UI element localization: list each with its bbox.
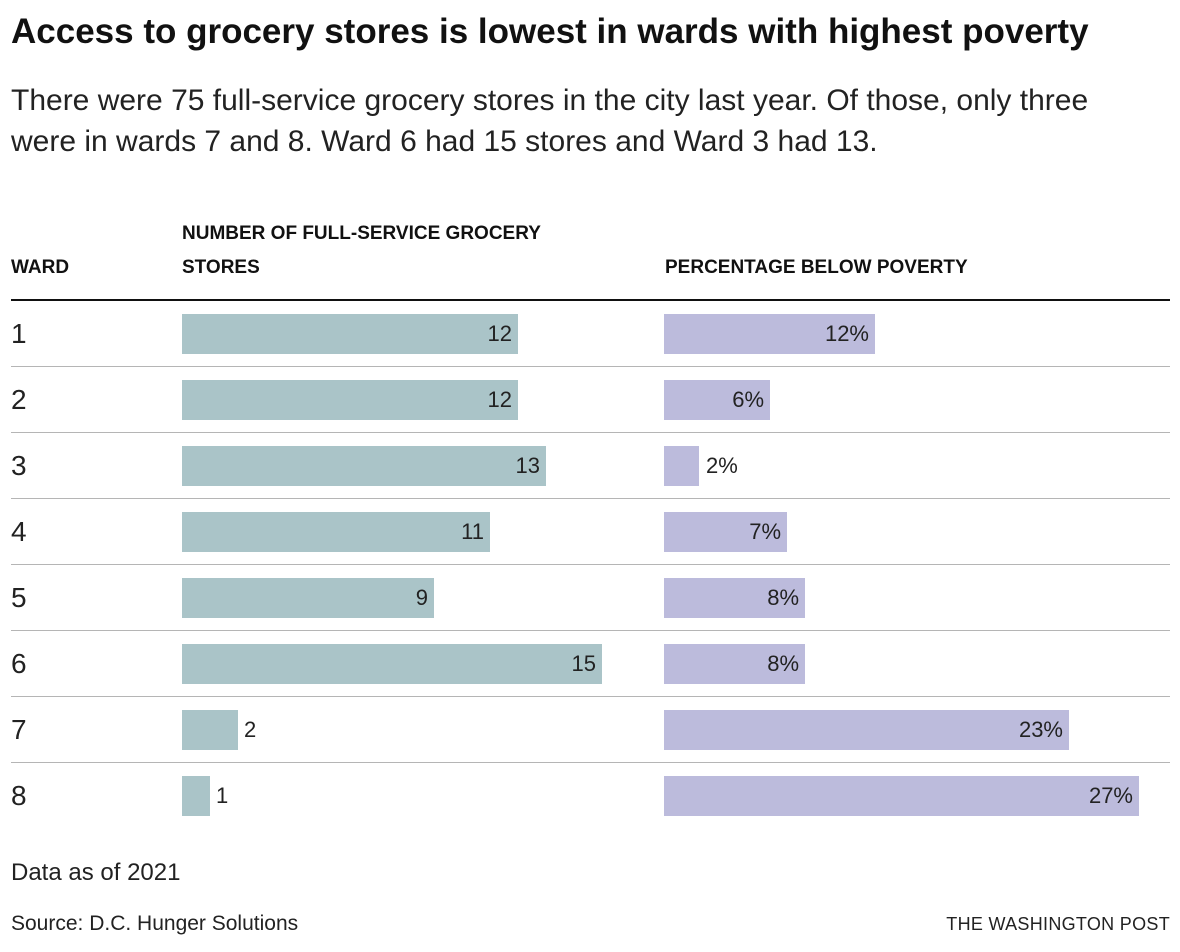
ward-label: 1 <box>11 318 27 349</box>
table-row: 5 9 8% <box>11 565 1170 631</box>
row-divider <box>11 696 1170 697</box>
header-rule <box>11 299 1170 301</box>
stores-value-label: 9 <box>415 585 428 610</box>
table-row: 6 15 8% <box>11 631 1170 697</box>
ward-label: 5 <box>11 582 27 613</box>
column-header-ward: WARD <box>11 257 70 278</box>
stores-bar <box>182 776 210 816</box>
row-divider <box>11 498 1170 499</box>
stores-bar <box>182 578 434 618</box>
stores-bar <box>182 710 238 750</box>
table-row: 8 1 27% <box>11 763 1170 829</box>
ward-label: 7 <box>11 714 27 745</box>
row-divider <box>11 366 1170 367</box>
ward-label: 2 <box>11 384 27 415</box>
ward-label: 6 <box>11 648 27 679</box>
table-row: 2 12 6% <box>11 367 1170 433</box>
poverty-value-label: 8% <box>767 651 799 676</box>
poverty-bar <box>664 512 787 552</box>
poverty-bar <box>664 578 805 618</box>
table-row: 4 11 7% <box>11 499 1170 565</box>
stores-value-label: 2 <box>244 717 257 742</box>
row-divider <box>11 564 1170 565</box>
column-header-poverty: PERCENTAGE BELOW POVERTY <box>665 257 968 278</box>
stores-value-label: 15 <box>571 651 596 676</box>
poverty-bar <box>664 710 1069 750</box>
stores-bar <box>182 380 518 420</box>
column-header-stores: NUMBER OF FULL-SERVICE GROCERY STORES <box>182 223 541 278</box>
poverty-value-label: 12% <box>824 321 869 346</box>
poverty-value-label: 27% <box>1088 783 1133 808</box>
poverty-bar <box>664 446 699 486</box>
stores-bar <box>182 446 546 486</box>
stores-bar <box>182 512 490 552</box>
table-row: 1 12 12% <box>11 301 1170 367</box>
stores-value-label: 1 <box>216 783 229 808</box>
row-divider <box>11 630 1170 631</box>
footnote: Data as of 2021 <box>11 859 181 886</box>
stores-bar <box>182 644 602 684</box>
stores-value-label: 12 <box>487 321 512 346</box>
table-row: 3 13 2% <box>11 433 1170 499</box>
publisher-credit: THE WASHINGTON POST <box>946 914 1170 934</box>
row-divider <box>11 432 1170 433</box>
row-divider <box>11 762 1170 763</box>
stores-value-label: 11 <box>461 519 484 544</box>
poverty-value-label: 6% <box>732 387 764 412</box>
ward-label: 3 <box>11 450 27 481</box>
table-row: 7 2 23% <box>11 697 1170 763</box>
poverty-bar <box>664 314 875 354</box>
chart-title: Access to grocery stores is lowest in wa… <box>11 12 1089 51</box>
poverty-value-label: 23% <box>1018 717 1063 742</box>
poverty-bar <box>664 380 770 420</box>
ward-label: 8 <box>11 780 27 811</box>
stores-value-label: 13 <box>515 453 540 478</box>
source-note: Source: D.C. Hunger Solutions <box>11 912 299 935</box>
poverty-value-label: 2% <box>706 453 738 478</box>
stores-value-label: 12 <box>487 387 512 412</box>
chart-subtitle: There were 75 full-service grocery store… <box>11 84 1089 158</box>
ward-label: 4 <box>11 516 27 547</box>
poverty-bar <box>664 776 1139 816</box>
stores-bar <box>182 314 518 354</box>
poverty-value-label: 7% <box>749 519 781 544</box>
poverty-bar <box>664 644 805 684</box>
poverty-value-label: 8% <box>767 585 799 610</box>
